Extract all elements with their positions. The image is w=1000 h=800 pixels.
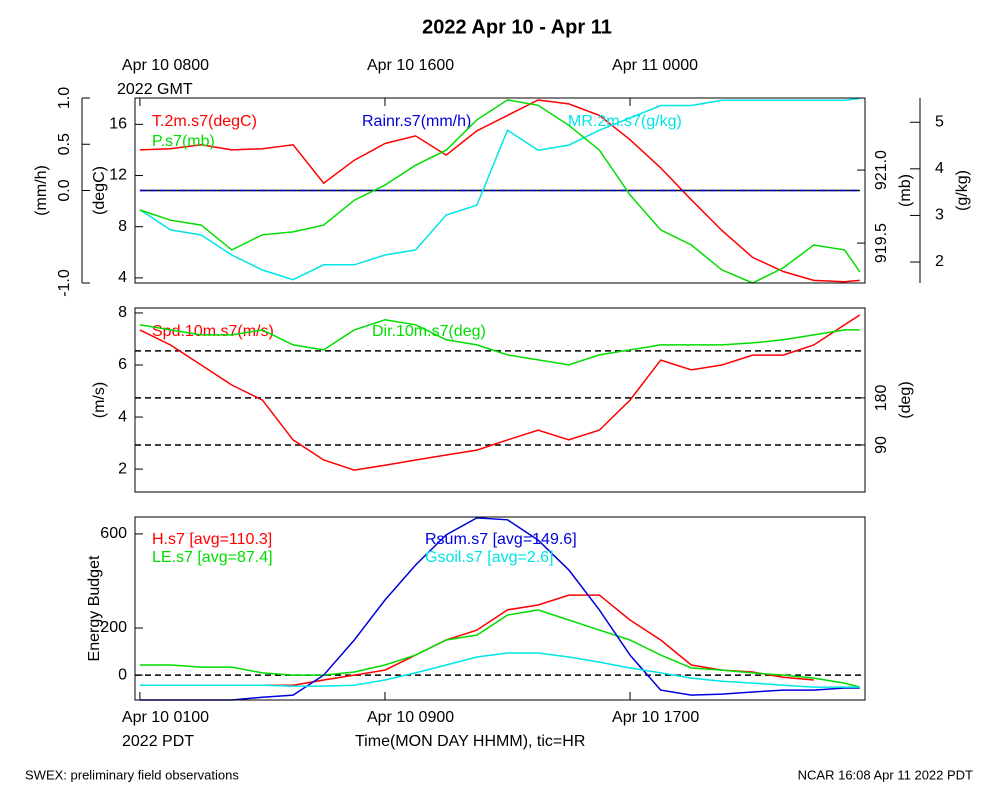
x-tick-label: Apr 11 0000 [612,57,698,74]
series-line [139,652,860,688]
x-tick-label: Apr 10 0900 [367,709,454,726]
y-tick-label: 16 [109,116,127,133]
x-tick-label: Apr 10 1700 [612,709,699,726]
series-line [139,97,860,281]
y-tick-label: 600 [100,525,127,542]
y-tick-label: 200 [100,619,127,636]
x-tick-label: Apr 10 0800 [122,57,209,74]
y-tick-label: 919.5 [873,223,890,263]
y-tick-label: 4 [118,269,127,286]
legend-entry: P.s7(mb) [152,133,215,150]
plot-frame [134,307,866,493]
x-sublabel: 2022 PDT [122,733,194,750]
y-axis-label: (g/kg) [954,170,971,211]
footer-left: SWEX: preliminary field observations [25,767,239,782]
legend-entry: MR.2m.s7(g/kg) [568,113,682,130]
y-tick-label: 3 [935,207,944,224]
y-tick-label: 180 [873,384,890,411]
series-line [139,319,860,366]
legend-entry: Dir.10m.s7(deg) [372,323,486,340]
y-tick-label: 12 [109,167,127,184]
x-tick-label: Apr 10 0100 [122,709,209,726]
y-tick-label: 0 [118,666,127,683]
y-tick-label: 1.0 [56,87,73,109]
y-axis-label: (deg) [897,381,914,418]
y-axis-label: Energy Budget [86,555,103,661]
series-line [139,99,860,283]
chart-title: 2022 Apr 10 - Apr 11 [422,16,612,38]
legend-entry: H.s7 [avg=110.3] [152,531,272,548]
x-axis-label: Time(MON DAY HHMM), tic=HR [355,733,585,750]
y-axis-label: (mb) [897,174,914,207]
y-tick-label: 921.0 [873,150,890,190]
legend-entry: Rainr.s7(mm/h) [362,113,471,130]
legend-entry: Gsoil.s7 [avg=2.6] [425,549,554,566]
x-sublabel: 2022 GMT [117,81,193,98]
plot-frame [134,516,866,701]
y-tick-label: 4 [935,160,944,177]
footer-right: NCAR 16:08 Apr 11 2022 PDT [798,767,973,782]
legend-entry: Rsum.s7 [avg=149.6] [425,531,577,548]
y-tick-label: 2 [118,460,127,477]
y-tick-label: 0.5 [56,133,73,155]
y-tick-label: 90 [873,436,890,454]
y-tick-label: 8 [118,218,127,235]
y-tick-label: 2 [935,253,944,270]
y-axis-label: (m/s) [91,382,108,418]
series-line [139,609,860,688]
y-tick-label: -1.0 [56,269,73,297]
series-line [139,517,860,701]
legend-entry: T.2m.s7(degC) [152,113,257,130]
plot-frame [134,97,866,284]
y-tick-label: 0.0 [56,179,73,201]
legend-entry: Spd.10m.s7(m/s) [152,323,274,340]
series-line [139,314,861,471]
x-tick-label: Apr 10 1600 [367,57,454,74]
y-tick-label: 5 [935,113,944,130]
y-tick-label: 4 [118,408,127,425]
y-tick-label: 8 [118,304,127,321]
y-axis-label: (degC) [91,166,108,215]
y-axis-label: (mm/h) [33,165,50,216]
y-tick-label: 6 [118,356,127,373]
legend-entry: LE.s7 [avg=87.4] [152,549,273,566]
